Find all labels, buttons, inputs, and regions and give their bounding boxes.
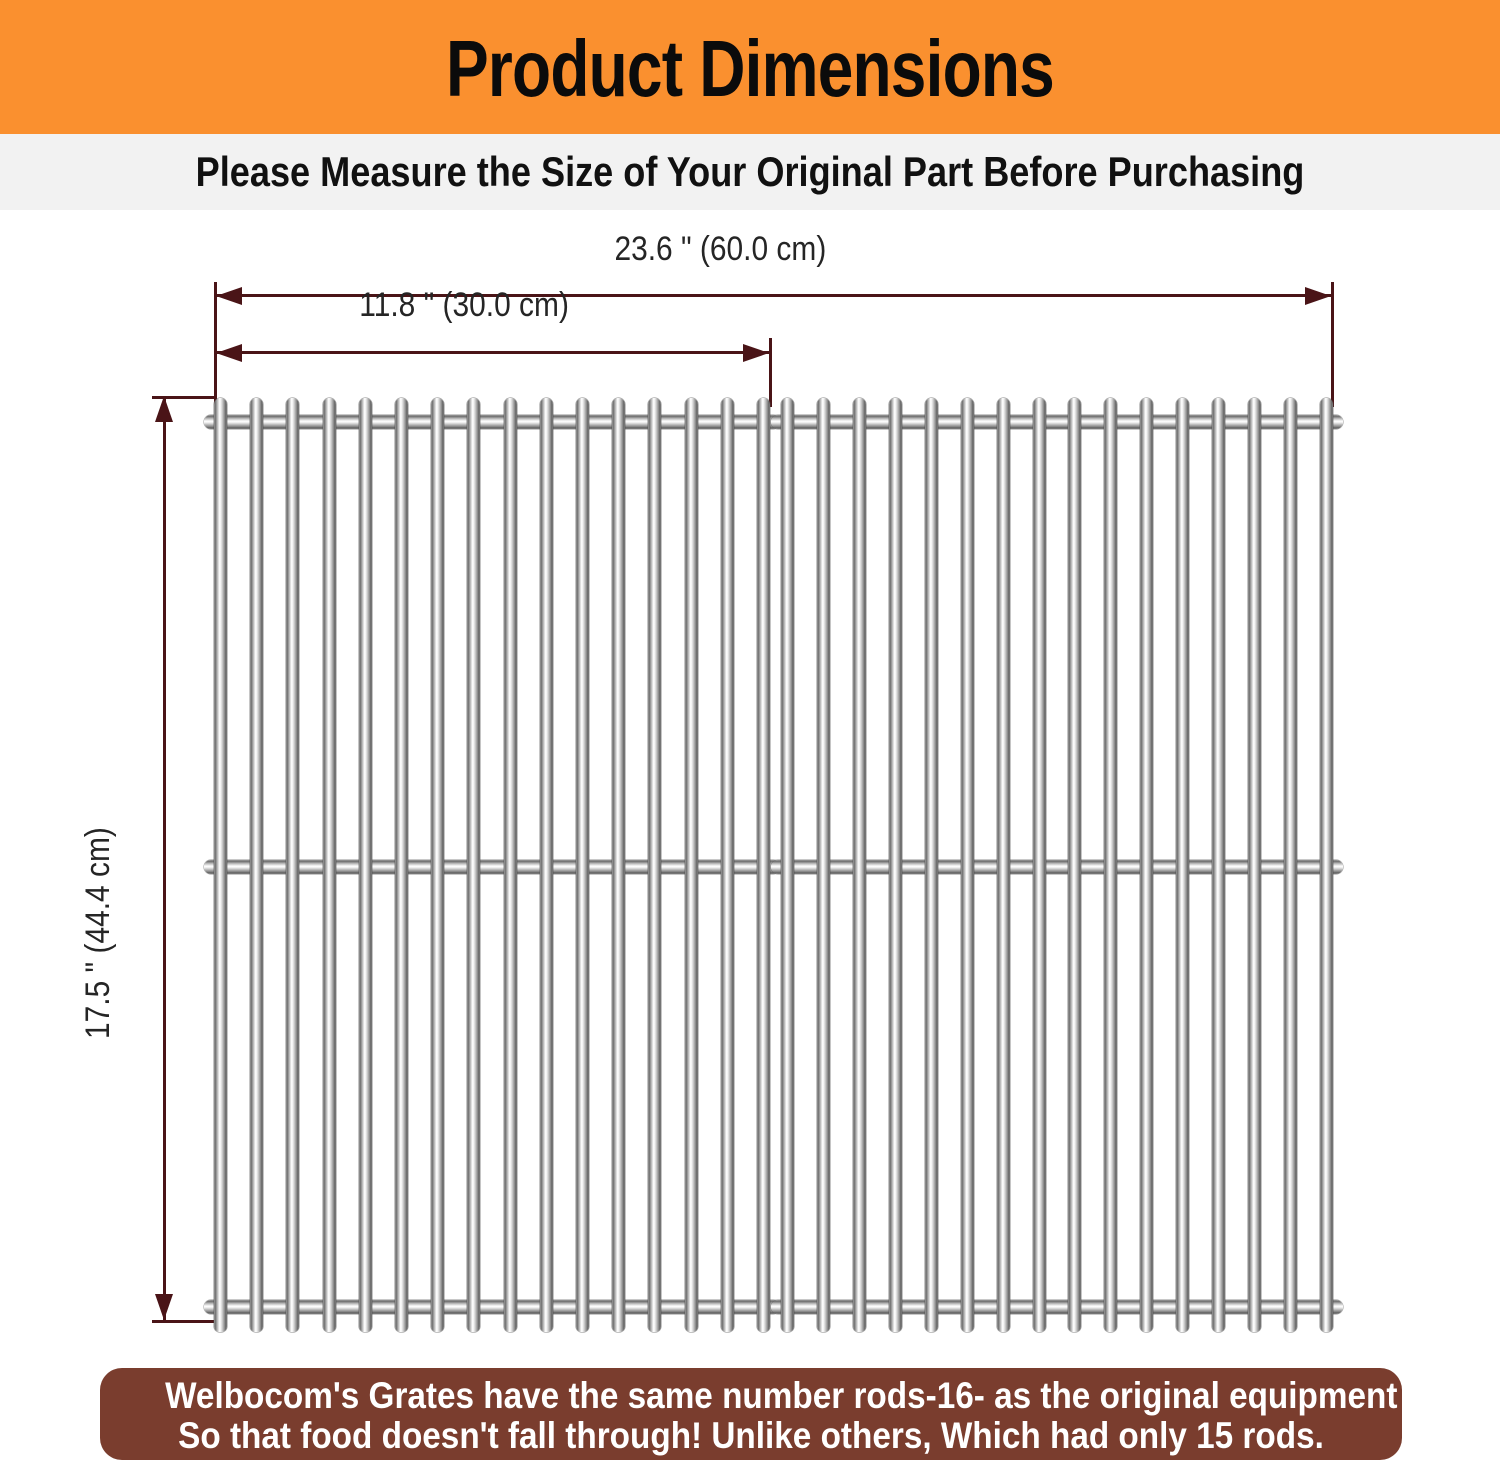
subtitle-text: Please Measure the Size of Your Original…: [195, 148, 1305, 195]
grate-rod: [648, 398, 661, 1332]
single-grate-width-arrow-left: [216, 344, 242, 362]
height-label: 17.5 " (44.4 cm): [79, 827, 117, 1039]
height-line: [163, 396, 166, 1321]
grate-rod: [214, 398, 227, 1332]
subtitle-band: [0, 134, 1500, 210]
extension-line-right: [1331, 282, 1334, 407]
grate-rod: [685, 398, 698, 1332]
grate-rod: [757, 398, 770, 1332]
grate-rod: [286, 398, 299, 1332]
grate-rod: [853, 398, 866, 1332]
grate-rod: [1248, 398, 1261, 1332]
extension-line-bottom: [152, 1320, 216, 1323]
grate-rod: [1284, 398, 1297, 1332]
extension-line-left: [214, 282, 217, 407]
grate-rod: [1104, 398, 1117, 1332]
grate-rod: [540, 398, 553, 1332]
header-band: [0, 0, 1500, 134]
grate-rod: [467, 398, 480, 1332]
grate-rod: [1320, 398, 1333, 1332]
single-grate-width-label: 11.8 " (30.0 cm): [359, 286, 569, 324]
grate-rod: [250, 398, 263, 1332]
single-grate-width-line: [216, 351, 769, 354]
crossbar: [204, 860, 780, 874]
crossbar: [771, 1300, 1343, 1314]
extension-line-middle: [769, 338, 772, 407]
grate-rod: [1033, 398, 1046, 1332]
grate-rod: [721, 398, 734, 1332]
grate-rod: [781, 398, 794, 1332]
right-grate: [771, 398, 1343, 1332]
grate-rod: [1068, 398, 1081, 1332]
grate-rod: [961, 398, 974, 1332]
banner-line-2: So that food doesn't fall through! Unlik…: [178, 1415, 1324, 1456]
grate-rod: [817, 398, 830, 1332]
banner-line-1: Welbocom's Grates have the same number r…: [165, 1375, 1398, 1416]
single-grate-width-arrow-right: [743, 344, 769, 362]
grate-rod: [359, 398, 372, 1332]
page-title: Product Dimensions: [446, 24, 1055, 113]
extension-line-top: [152, 396, 216, 399]
grate-rod: [504, 398, 517, 1332]
crossbar: [204, 1300, 780, 1314]
crossbar: [771, 860, 1343, 874]
overall-width-arrow-left: [216, 287, 242, 305]
crossbar: [204, 415, 780, 429]
grate-rod: [323, 398, 336, 1332]
grate-rod: [1212, 398, 1225, 1332]
grate-rod: [889, 398, 902, 1332]
grate-rod: [576, 398, 589, 1332]
grate-rod: [925, 398, 938, 1332]
overall-width-arrow-right: [1305, 287, 1331, 305]
grate-rod: [431, 398, 444, 1332]
grate-rod: [395, 398, 408, 1332]
grate-rod: [997, 398, 1010, 1332]
overall-width-label: 23.6 " (60.0 cm): [614, 230, 827, 268]
grate-rod: [1176, 398, 1189, 1332]
marketing-banner: Welbocom's Grates have the same number r…: [100, 1368, 1402, 1460]
height-arrow-bottom: [155, 1294, 173, 1320]
height-arrow-top: [155, 396, 173, 422]
left-grate: [204, 398, 780, 1332]
grate-rod: [612, 398, 625, 1332]
grate-rod: [1140, 398, 1153, 1332]
overall-width-line: [216, 294, 1331, 297]
dimension-diagram: 23.6 " (60.0 cm) 11.8 " (30.0 cm) 17.5 "…: [0, 210, 1500, 1360]
crossbar: [771, 415, 1343, 429]
